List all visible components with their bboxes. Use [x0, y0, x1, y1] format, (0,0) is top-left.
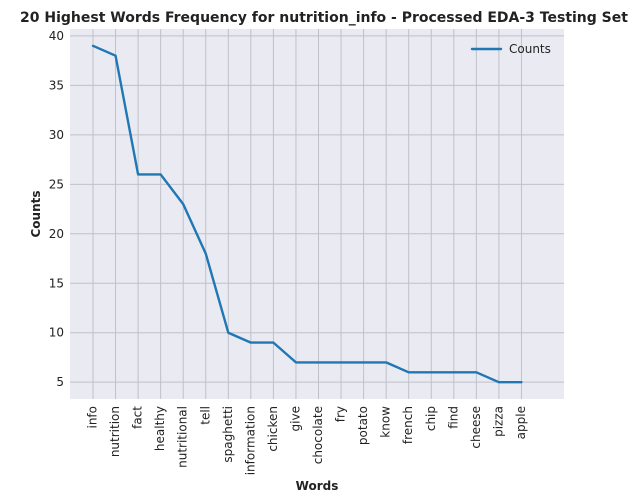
x-tick-label: tell: [198, 406, 212, 425]
x-tick-label: chip: [424, 406, 438, 431]
x-tick-label: chocolate: [311, 406, 325, 464]
y-tick-label: 40: [49, 29, 64, 43]
x-tick-label: give: [288, 406, 302, 431]
x-tick-label: find: [446, 406, 460, 429]
y-tick-labels: 5 10 15 20 25 30 35 40: [49, 29, 64, 389]
y-tick-label: 30: [49, 128, 64, 142]
y-tick-label: 35: [49, 78, 64, 92]
legend-label: Counts: [509, 42, 551, 56]
x-tick-label: nutritional: [176, 406, 190, 468]
grid-lines: [70, 29, 564, 399]
x-tick-label: french: [401, 406, 415, 444]
y-tick-label: 10: [49, 326, 64, 340]
legend: Counts: [470, 42, 551, 56]
x-tick-label: spaghetti: [221, 406, 235, 463]
series-line-counts: [91, 44, 523, 384]
y-tick-label: 15: [49, 276, 64, 290]
x-tick-label: cheese: [469, 406, 483, 449]
x-tick-label: apple: [514, 406, 528, 439]
x-tick-label: nutrition: [108, 406, 122, 457]
x-tick-label: information: [243, 406, 257, 475]
x-axis-label: Words: [296, 479, 339, 493]
x-tick-label: healthy: [153, 406, 167, 451]
y-axis-label: Counts: [29, 190, 43, 237]
x-tick-label: pizza: [491, 406, 505, 437]
y-tick-label: 5: [56, 375, 64, 389]
chart-title: 20 Highest Words Frequency for nutrition…: [20, 10, 628, 26]
y-tick-label: 20: [49, 227, 64, 241]
plot-area: [70, 29, 564, 399]
y-tick-label: 25: [49, 177, 64, 191]
x-tick-label: know: [379, 406, 393, 438]
x-tick-labels: info nutrition fact healthy nutritional tell s…: [86, 406, 528, 476]
x-tick-label: potato: [356, 406, 370, 445]
x-tick-label: info: [86, 406, 100, 429]
x-tick-label: fact: [131, 406, 145, 429]
x-tick-label: fry: [334, 406, 348, 422]
x-tick-label: chicken: [266, 406, 280, 452]
